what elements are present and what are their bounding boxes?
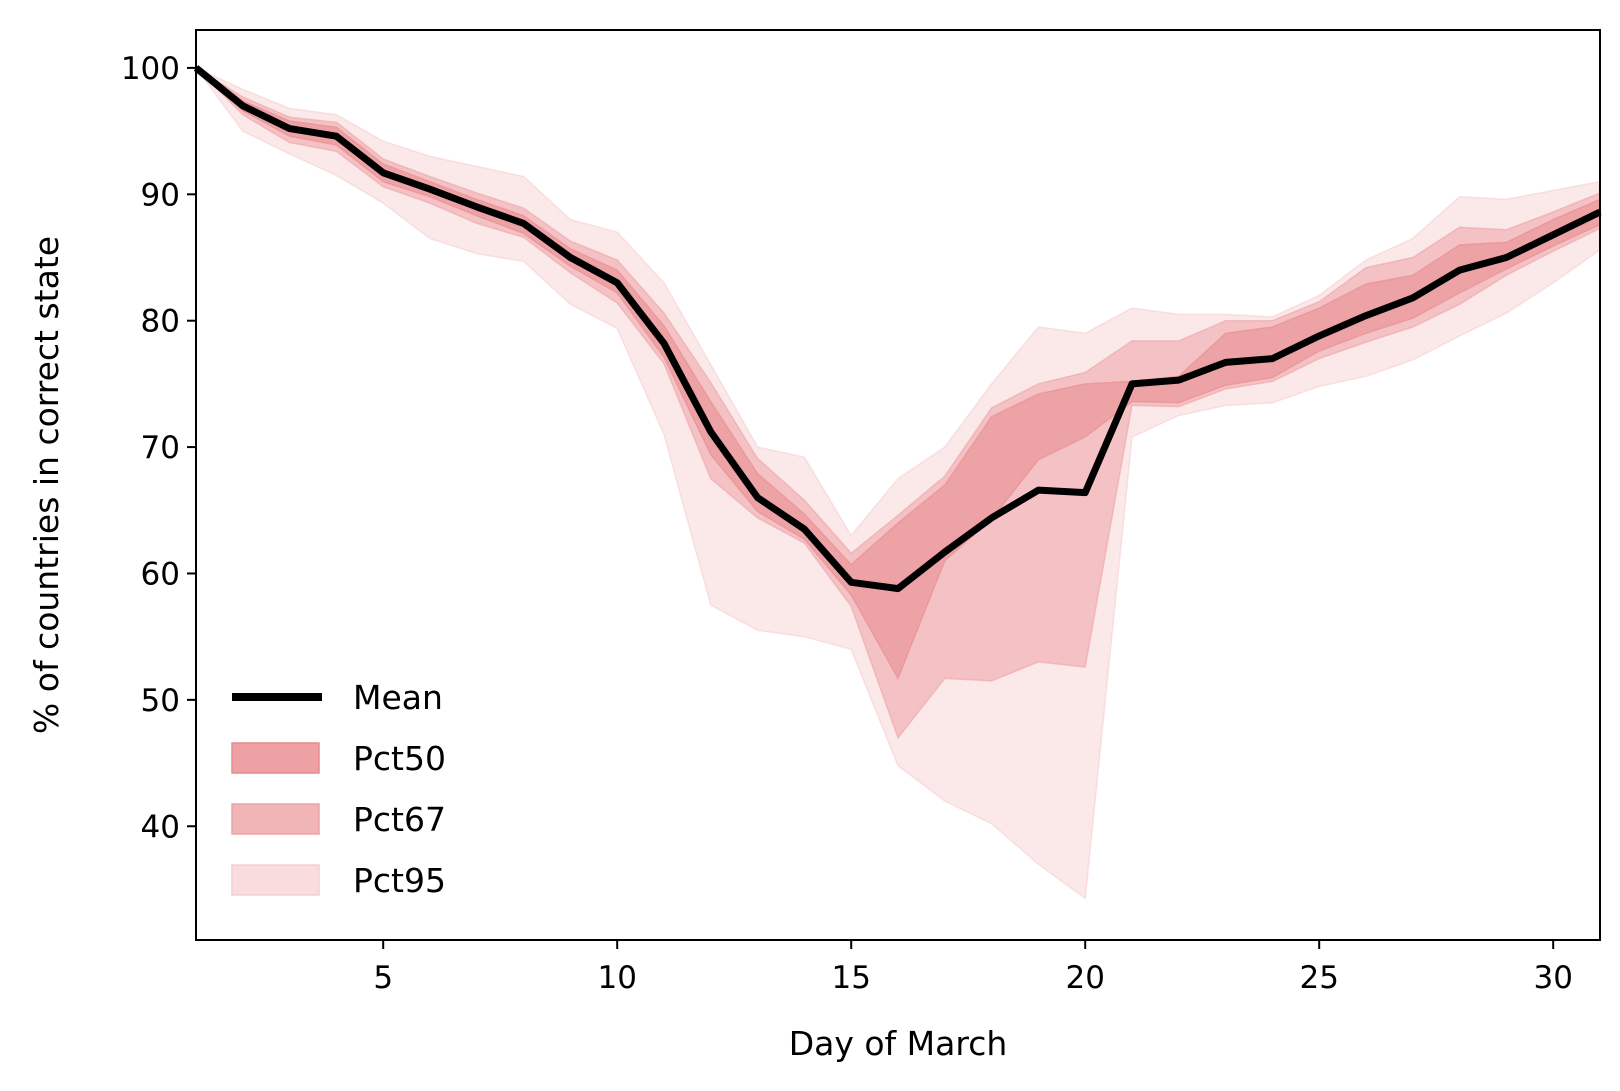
y-tick-label-50: 50 — [141, 683, 180, 719]
y-tick-label-100: 100 — [121, 51, 180, 87]
legend: Mean Pct50 Pct67 Pct95 — [231, 678, 446, 900]
line-mean — [193, 65, 1602, 593]
x-tick-label-5: 5 — [373, 960, 393, 996]
x-tick-label-20: 20 — [1065, 960, 1104, 996]
ticks-layer: 5 10 15 20 25 30 40 50 60 70 80 90 100 — [121, 51, 1573, 996]
y-tick-label-90: 90 — [141, 177, 180, 213]
lines-layer — [193, 65, 1602, 593]
legend-label-pct50: Pct50 — [353, 739, 446, 778]
legend-label-mean: Mean — [353, 678, 443, 717]
y-tick-label-80: 80 — [141, 304, 180, 340]
y-tick-label-60: 60 — [141, 556, 180, 592]
y-tick-label-40: 40 — [141, 809, 180, 845]
y-tick-label-70: 70 — [141, 430, 180, 466]
legend-label-pct95: Pct95 — [353, 861, 446, 900]
x-tick-label-25: 25 — [1299, 960, 1338, 996]
legend-swatch-pct50 — [231, 742, 320, 774]
x-tick-label-10: 10 — [597, 960, 636, 996]
y-axis-label: % of countries in correct state — [27, 236, 66, 734]
x-tick-label-30: 30 — [1533, 960, 1572, 996]
x-axis-label: Day of March — [789, 1024, 1008, 1063]
legend-label-pct67: Pct67 — [353, 800, 446, 839]
x-tick-label-15: 15 — [831, 960, 870, 996]
legend-swatch-pct95 — [231, 864, 320, 896]
plot-frame — [195, 29, 1601, 941]
legend-swatch-pct67 — [231, 803, 320, 835]
